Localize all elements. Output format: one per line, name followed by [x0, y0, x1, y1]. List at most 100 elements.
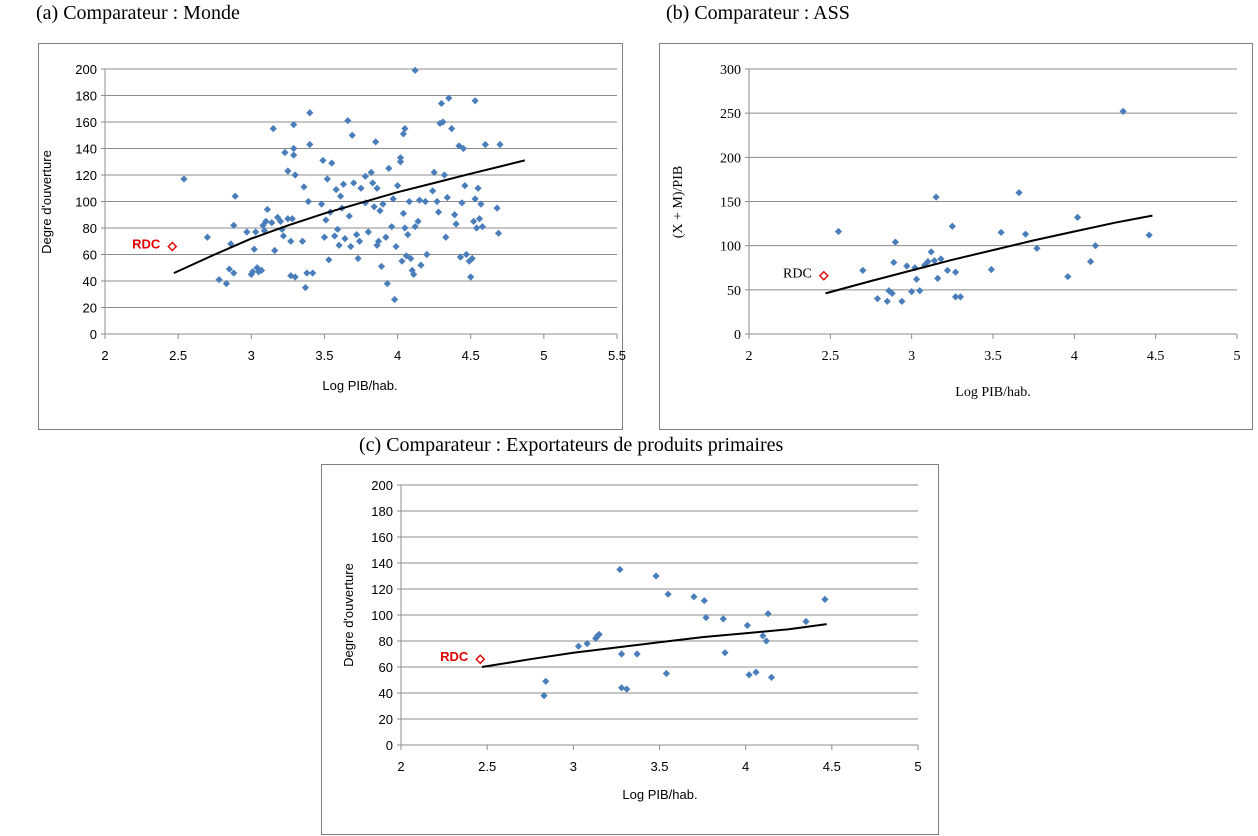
data-point: [180, 175, 188, 183]
data-point: [721, 649, 729, 657]
data-point: [348, 131, 356, 139]
data-point: [997, 228, 1005, 237]
data-point: [379, 200, 387, 208]
data-point: [1091, 242, 1100, 250]
rdc-marker: [818, 270, 829, 281]
data-point: [225, 265, 233, 273]
x-tick-label: 2: [746, 349, 753, 364]
data-point: [462, 250, 470, 259]
data-point: [616, 565, 624, 574]
data-point: [821, 595, 829, 603]
y-tick-label: 60: [83, 248, 97, 263]
data-point: [494, 229, 503, 237]
trend-line: [481, 623, 827, 668]
data-point: [652, 572, 660, 580]
data-point: [883, 297, 891, 305]
data-point: [215, 276, 223, 284]
data-point: [361, 199, 369, 207]
data-point: [250, 245, 258, 253]
data-point: [987, 265, 995, 274]
data-point: [458, 199, 466, 207]
chart-panel-c: 0 20 40 60 80 100 120 140 160 180 200 2 2.5 3 3.5 4 4.5 5…: [321, 464, 939, 835]
y-tick-label: 160: [75, 115, 97, 130]
data-point: [423, 250, 431, 259]
data-point: [912, 275, 921, 283]
y-tick-label: 0: [386, 738, 393, 753]
data-point: [1087, 257, 1095, 266]
rdc-label: RDC: [440, 649, 469, 664]
data-point: [873, 295, 882, 303]
data-point: [230, 269, 238, 277]
data-point: [452, 220, 460, 228]
y-tick-label: 0: [734, 328, 741, 343]
data-point: [325, 256, 333, 264]
data-point: [411, 66, 419, 74]
data-point: [461, 182, 469, 190]
data-point: [304, 197, 312, 206]
data-point: [268, 219, 276, 227]
data-point: [336, 192, 345, 200]
data-point: [764, 610, 772, 618]
data-point: [898, 297, 906, 305]
data-point: [471, 97, 479, 105]
scatter-chart-c: 0 20 40 60 80 100 120 140 160 180 200 2 2.5 3 3.5 4 4.5 5…: [341, 478, 922, 802]
data-point: [373, 184, 381, 192]
x-axis-label: Log PIB/hab.: [622, 787, 697, 802]
data-point: [467, 273, 475, 281]
data-point: [361, 172, 369, 180]
data-point: [339, 180, 348, 188]
data-point: [260, 227, 269, 235]
caption-c: (c) Comparateur : Exportateurs de produi…: [359, 434, 784, 456]
data-point: [284, 167, 292, 175]
data-point: [230, 221, 238, 229]
rdc-label: RDC: [132, 237, 161, 252]
data-point: [377, 262, 386, 271]
chart-panel-a: 0 20 40 60 80 100 120 140 160 180 200 2 2.5 3 3.5 4 4.5 5…: [38, 43, 626, 430]
data-point: [436, 119, 444, 127]
data-point: [478, 223, 487, 231]
rdc-marker: [475, 654, 486, 665]
data-point: [372, 138, 380, 146]
data-point: [921, 261, 929, 269]
x-tick-label: 2: [397, 759, 404, 774]
data-point: [410, 270, 418, 278]
data-point: [391, 295, 399, 304]
caption-b: (b) Comparateur : ASS: [666, 2, 850, 24]
data-point: [903, 262, 911, 270]
x-tick-label: 2: [101, 348, 108, 363]
data-point: [269, 125, 277, 133]
data-point: [752, 668, 760, 676]
data-point: [274, 213, 282, 221]
data-point: [430, 168, 438, 176]
data-point: [443, 193, 451, 202]
data-point: [930, 257, 939, 265]
data-point: [434, 208, 443, 216]
y-tick-label: 140: [371, 556, 393, 571]
data-point: [472, 224, 481, 232]
data-point: [951, 268, 960, 276]
x-tick-label: 3.5: [315, 348, 333, 363]
data-point: [276, 217, 285, 225]
y-tick-label: 0: [90, 327, 97, 342]
data-point: [439, 118, 447, 126]
y-tick-label: 180: [75, 89, 97, 104]
data-point: [328, 159, 336, 167]
data-point: [956, 293, 965, 301]
y-tick-label: 40: [83, 274, 97, 289]
y-axis-label: Degre d'ouverture: [39, 150, 54, 254]
chart-panel-b: 0 50 100 150 200 250 300 2 2.5 3 3.5 4 4.5 5 Log PIB/h…: [659, 43, 1253, 430]
data-point: [385, 164, 393, 172]
y-tick-label: 200: [720, 151, 741, 166]
data-point: [333, 225, 342, 233]
data-point: [592, 634, 600, 642]
data-point: [396, 158, 405, 166]
caption-a: (a) Comparateur : Monde: [36, 2, 240, 24]
data-point: [332, 185, 340, 194]
y-tick-label: 150: [720, 196, 741, 211]
x-tick-label: 4.5: [462, 348, 480, 363]
data-point: [414, 217, 422, 225]
data-point: [320, 233, 329, 241]
y-tick-label: 250: [720, 107, 741, 122]
data-point: [470, 217, 478, 225]
data-point: [767, 673, 776, 681]
